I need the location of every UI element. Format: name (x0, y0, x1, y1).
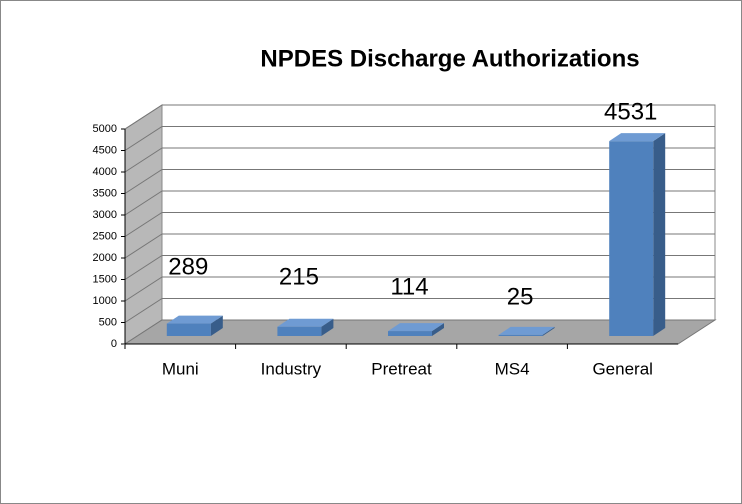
grid-line (124, 276, 715, 302)
y-tick-label: 2000 (93, 252, 117, 264)
bar-top (498, 326, 555, 335)
bar-side (432, 323, 444, 336)
bar-top (277, 318, 334, 327)
y-tick-label: 3000 (93, 209, 117, 221)
value-label: 25 (507, 283, 534, 310)
y-tick-label: 3500 (93, 187, 117, 199)
bar (609, 141, 654, 336)
x-tick-label: Muni (162, 359, 199, 378)
y-tick-label: 1500 (93, 273, 117, 285)
y-tick-label: 4500 (93, 144, 117, 156)
grid-line (124, 233, 715, 259)
bar (498, 334, 543, 336)
grid-line (124, 147, 715, 173)
value-label: 215 (279, 263, 319, 290)
x-tick-label: Industry (261, 359, 322, 378)
bar (277, 326, 322, 336)
y-tick-label: 2500 (93, 230, 117, 242)
bar (166, 323, 211, 336)
value-label: 114 (390, 273, 428, 300)
x-tick-label: MS4 (495, 359, 530, 378)
grid-line (124, 212, 715, 237)
bar (388, 331, 432, 336)
bar-top (388, 323, 444, 332)
bar-side (653, 133, 666, 336)
x-tick-label: General (592, 359, 652, 378)
bar-side (210, 315, 223, 336)
y-tick-label: 0 (111, 338, 117, 350)
grid-line (124, 126, 715, 151)
y-tick-label: 500 (99, 316, 117, 328)
grid-line (124, 255, 715, 280)
grid-line (124, 169, 715, 194)
value-label: 4531 (604, 99, 657, 126)
bar-side (321, 318, 334, 336)
grid-line (124, 104, 715, 130)
bar-top (166, 315, 223, 324)
bar-top (609, 133, 666, 142)
grid-line (124, 190, 715, 216)
y-tick-label: 1000 (93, 295, 117, 307)
value-label: 289 (168, 253, 208, 280)
chart-title: NPDES Discharge Authorizations (260, 45, 639, 72)
y-tick-label: 4000 (93, 166, 117, 178)
x-tick-label: Pretreat (371, 359, 432, 378)
bar-side (542, 326, 555, 336)
grid-line (124, 298, 715, 323)
y-tick-label: 5000 (93, 123, 117, 135)
